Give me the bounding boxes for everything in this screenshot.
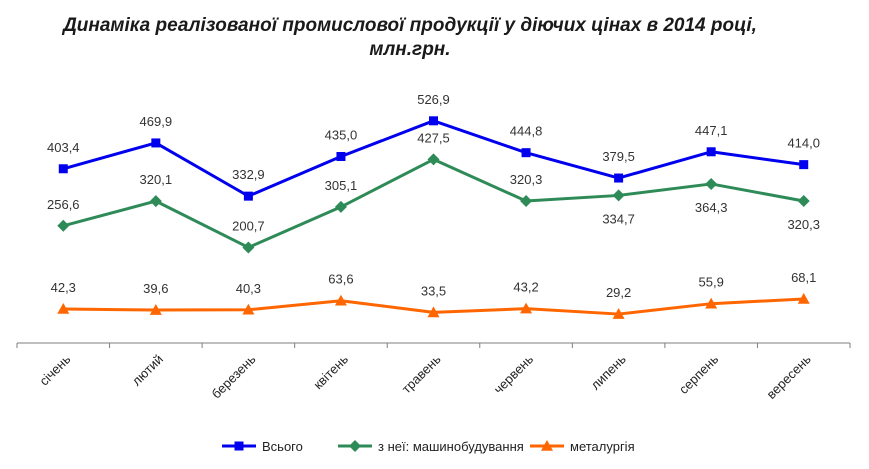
data-label: 63,6 bbox=[328, 272, 353, 287]
data-label: 435,0 bbox=[325, 127, 358, 142]
data-point bbox=[427, 153, 440, 166]
data-point bbox=[427, 306, 440, 318]
legend-label: Всього bbox=[262, 439, 303, 454]
x-tick-label: вересень bbox=[764, 351, 814, 401]
data-label: 320,3 bbox=[510, 172, 543, 187]
x-tick-label: квітень bbox=[310, 351, 351, 392]
data-point bbox=[429, 116, 438, 126]
x-tick-label: червень bbox=[491, 351, 537, 397]
series-line bbox=[61, 157, 806, 249]
data-label: 332,9 bbox=[232, 167, 265, 182]
series-markers bbox=[57, 116, 810, 319]
data-label: 256,6 bbox=[47, 197, 80, 212]
data-point bbox=[614, 173, 624, 183]
data-label: 320,1 bbox=[140, 172, 173, 187]
data-label: 334,7 bbox=[602, 211, 635, 226]
x-tick-label: січень bbox=[36, 351, 73, 388]
data-label: 68,1 bbox=[791, 270, 816, 285]
data-point bbox=[243, 191, 253, 201]
x-axis bbox=[16, 342, 851, 348]
data-point bbox=[58, 164, 68, 174]
legend-swatch-marker bbox=[234, 441, 244, 451]
data-label: 39,6 bbox=[143, 281, 168, 296]
legend-label: з неї: машинобудування bbox=[378, 439, 524, 454]
data-label: 200,7 bbox=[232, 218, 265, 233]
data-point bbox=[521, 148, 531, 158]
x-tick-labels: січень лютий березень квітень травень червень… bbox=[36, 351, 814, 401]
data-point bbox=[797, 195, 810, 208]
x-tick-label: лютий bbox=[129, 352, 166, 389]
data-point bbox=[520, 195, 533, 208]
data-point bbox=[334, 200, 347, 213]
data-label: 42,3 bbox=[51, 280, 76, 295]
data-label: 305,1 bbox=[325, 178, 358, 193]
data-label: 320,3 bbox=[787, 217, 820, 232]
data-point bbox=[797, 292, 810, 304]
data-point bbox=[336, 151, 346, 161]
chart-title: Динаміка реалізованої промислової продук… bbox=[63, 15, 757, 60]
data-label: 364,3 bbox=[695, 200, 728, 215]
legend: Всього з неї: машинобудування металургія bbox=[222, 439, 635, 454]
data-point bbox=[612, 189, 625, 202]
data-point bbox=[242, 241, 255, 254]
data-point bbox=[799, 160, 809, 170]
data-point bbox=[57, 219, 70, 232]
data-label: 403,4 bbox=[47, 140, 80, 155]
data-point bbox=[149, 195, 162, 208]
data-point bbox=[151, 138, 161, 148]
data-label: 444,8 bbox=[510, 124, 543, 139]
data-label: 379,5 bbox=[602, 149, 635, 164]
data-point bbox=[242, 303, 255, 315]
data-labels: 403,4 469,9 332,9 435,0 526,9 444,8 379,5 447,1… bbox=[47, 92, 820, 300]
data-label: 526,9 bbox=[417, 92, 450, 107]
data-label: 40,3 bbox=[236, 281, 261, 296]
x-tick-label: липень bbox=[588, 351, 629, 392]
data-label: 33,5 bbox=[421, 283, 446, 298]
data-point bbox=[149, 304, 162, 315]
data-label: 427,5 bbox=[417, 130, 450, 145]
data-label: 447,1 bbox=[695, 123, 728, 138]
legend-swatch-marker bbox=[349, 440, 361, 452]
legend-swatch-marker bbox=[541, 440, 553, 451]
x-tick-label: березень bbox=[209, 351, 259, 401]
x-tick-label: серпень bbox=[676, 351, 722, 397]
data-label: 469,9 bbox=[140, 114, 173, 129]
data-point bbox=[706, 147, 716, 157]
data-point bbox=[520, 302, 533, 314]
data-label: 55,9 bbox=[699, 275, 724, 290]
data-label: 29,2 bbox=[606, 285, 631, 300]
data-point bbox=[705, 297, 718, 309]
data-label: 43,2 bbox=[513, 280, 538, 295]
data-point bbox=[334, 294, 347, 306]
x-tick-label: травень bbox=[399, 351, 444, 396]
data-point bbox=[57, 302, 70, 314]
data-point bbox=[612, 308, 625, 319]
legend-label: металургія bbox=[570, 439, 635, 454]
data-point bbox=[705, 177, 718, 190]
data-label: 414,0 bbox=[787, 136, 820, 151]
